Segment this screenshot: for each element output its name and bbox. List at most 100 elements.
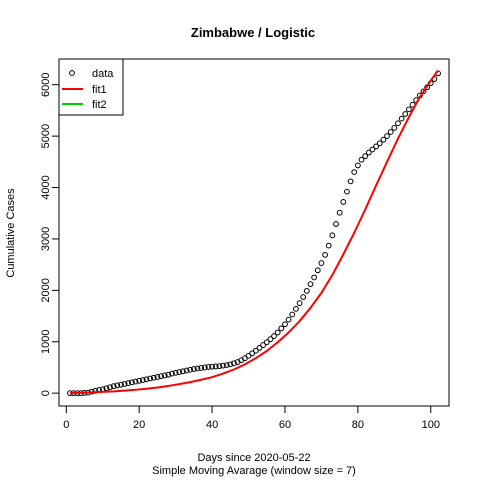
x-axis-sublabel: Simple Moving Avarage (window size = 7) [152, 465, 356, 477]
data-point [121, 380, 128, 387]
legend-data-label: data [92, 68, 114, 80]
data-point [391, 124, 398, 131]
data-point [176, 369, 183, 375]
data-point [325, 242, 332, 249]
data-point [296, 300, 303, 307]
data-point [125, 380, 132, 387]
x-axis: 0 20 40 60 80 100 [63, 405, 440, 431]
data-point [289, 311, 296, 318]
data-point [278, 325, 285, 332]
data-point [271, 333, 277, 339]
data-point [107, 384, 113, 391]
y-axis-label: Cumulative Cases [5, 188, 17, 278]
data-point [333, 221, 339, 227]
legend-data-marker [69, 70, 75, 76]
data-point [395, 120, 401, 127]
data-point [406, 106, 412, 113]
data-point [387, 129, 394, 135]
data-point [147, 375, 154, 382]
x-tick-label: 40 [206, 419, 218, 431]
data-point [362, 153, 369, 160]
y-tick-label: 2000 [40, 278, 52, 302]
data-point [92, 387, 99, 394]
data-point [318, 260, 325, 266]
x-axis-label: Days since 2020-05-22 [197, 452, 310, 464]
x-tick-label: 0 [63, 419, 69, 431]
data-point [201, 364, 208, 371]
fit1-line [69, 69, 439, 395]
data-point [143, 376, 150, 383]
data-point [300, 294, 307, 300]
data-point [252, 347, 259, 354]
y-tick-label: 6000 [40, 72, 52, 96]
data-point [303, 287, 310, 294]
data-point [274, 329, 281, 336]
data-point [351, 169, 358, 175]
data-point [354, 162, 361, 169]
data-point [376, 140, 383, 147]
data-point [158, 373, 164, 380]
y-tick-label: 5000 [40, 124, 52, 148]
y-tick-label: 0 [40, 390, 52, 396]
data-point [373, 143, 380, 150]
data-point [194, 365, 201, 372]
data-point [420, 88, 427, 95]
data-point [344, 188, 350, 195]
data-point [263, 339, 270, 346]
data-point [260, 342, 267, 348]
data-point [209, 363, 215, 370]
data-point [267, 336, 274, 343]
x-tick-label: 100 [422, 419, 440, 431]
data-point [384, 133, 390, 140]
chart-title: Zimbabwe / Logistic [191, 25, 315, 40]
series-layer [67, 69, 441, 397]
data-point [198, 365, 205, 371]
data-point [136, 377, 143, 384]
data-point [365, 149, 372, 156]
data-point [212, 363, 219, 370]
data-point [347, 178, 354, 185]
x-tick-label: 20 [133, 419, 145, 431]
data-point [165, 371, 172, 378]
data-point [103, 385, 110, 392]
y-tick-label: 4000 [40, 175, 52, 199]
data-point [183, 367, 190, 374]
legend-fit2-label: fit2 [92, 99, 107, 111]
data-point [358, 156, 365, 163]
data-point [110, 383, 117, 390]
data-point [187, 366, 194, 373]
legend: data fit1 fit2 [58, 58, 124, 116]
data-point [231, 360, 237, 367]
data-point [322, 251, 328, 258]
data-point [220, 362, 226, 369]
data-point [114, 382, 121, 389]
data-point [307, 281, 314, 288]
data-point [402, 111, 409, 117]
data-point [398, 115, 405, 122]
data-point [223, 362, 230, 369]
data-point [256, 345, 263, 351]
data-point [161, 372, 168, 379]
data-point [132, 378, 139, 385]
data-point [150, 374, 157, 381]
data-point [227, 361, 234, 368]
data-point [311, 274, 318, 281]
data-point [190, 366, 197, 372]
data-point [128, 379, 135, 386]
data-point [169, 370, 175, 377]
data-point [180, 368, 186, 375]
data-point [285, 316, 292, 323]
data-point [216, 363, 223, 370]
data-point [139, 377, 146, 383]
data-point [314, 267, 321, 274]
y-tick-label: 3000 [40, 227, 52, 251]
y-axis: 0 1000 2000 3000 4000 5000 6000 [40, 72, 60, 396]
data-point [369, 146, 376, 153]
data-point [293, 305, 299, 312]
x-tick-label: 60 [279, 419, 291, 431]
data-point [336, 209, 343, 216]
data-point [205, 364, 212, 370]
data-point [380, 136, 387, 143]
y-tick-label: 1000 [40, 329, 52, 353]
